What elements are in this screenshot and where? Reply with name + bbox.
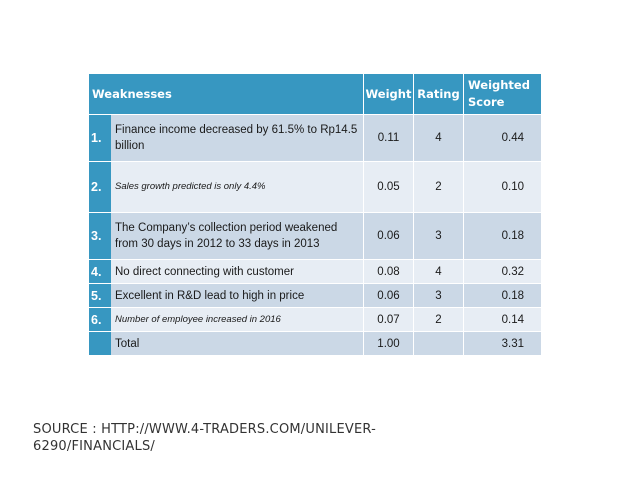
row-rating: 4 bbox=[414, 115, 464, 162]
table-row: 3. The Company’s collection period weake… bbox=[89, 213, 541, 260]
source-line-2: 6290/FINANCIALS/ bbox=[33, 439, 155, 454]
total-weight: 1.00 bbox=[364, 332, 414, 356]
row-description: Finance income decreased by 61.5% to Rp1… bbox=[111, 115, 364, 162]
row-rating: 3 bbox=[414, 284, 464, 308]
table-row: 2. Sales growth predicted is only 4.4% 0… bbox=[89, 162, 541, 213]
row-weighted-score: 0.18 bbox=[464, 284, 541, 308]
row-weight: 0.07 bbox=[364, 308, 414, 332]
total-label: Total bbox=[111, 332, 364, 356]
header-rating: Rating bbox=[414, 74, 464, 115]
header-score-line1: Weighted bbox=[468, 78, 530, 92]
row-description: Excellent in R&D lead to high in price bbox=[111, 284, 364, 308]
row-rating: 2 bbox=[414, 308, 464, 332]
row-number: 5. bbox=[89, 284, 111, 308]
table-row: 1. Finance income decreased by 61.5% to … bbox=[89, 115, 541, 162]
row-weight: 0.05 bbox=[364, 162, 414, 213]
table-header-row: Weaknesses Weight Rating Weighted Score bbox=[89, 74, 541, 115]
row-description: Sales growth predicted is only 4.4% bbox=[111, 162, 364, 213]
row-rating: 4 bbox=[414, 260, 464, 284]
source-citation: SOURCE : HTTP://WWW.4-TRADERS.COM/UNILEV… bbox=[33, 421, 376, 455]
row-number: 2. bbox=[89, 162, 111, 213]
total-rating bbox=[414, 332, 464, 356]
row-weight: 0.11 bbox=[364, 115, 414, 162]
row-description: Number of employee increased in 2016 bbox=[111, 308, 364, 332]
table-row: 6. Number of employee increased in 2016 … bbox=[89, 308, 541, 332]
row-weighted-score: 0.14 bbox=[464, 308, 541, 332]
row-description: No direct connecting with customer bbox=[111, 260, 364, 284]
row-weight: 0.08 bbox=[364, 260, 414, 284]
row-rating: 2 bbox=[414, 162, 464, 213]
total-row: Total 1.00 3.31 bbox=[89, 332, 541, 356]
row-number: 3. bbox=[89, 213, 111, 260]
source-line-1: SOURCE : HTTP://WWW.4-TRADERS.COM/UNILEV… bbox=[33, 422, 377, 437]
row-weight: 0.06 bbox=[364, 213, 414, 260]
table-row: 5. Excellent in R&D lead to high in pric… bbox=[89, 284, 541, 308]
total-weighted-score: 3.31 bbox=[464, 332, 541, 356]
row-number: 6. bbox=[89, 308, 111, 332]
header-weaknesses: Weaknesses bbox=[89, 74, 364, 115]
row-weight: 0.06 bbox=[364, 284, 414, 308]
total-row-marker bbox=[89, 332, 111, 356]
weaknesses-table: Weaknesses Weight Rating Weighted Score … bbox=[89, 74, 541, 356]
row-weighted-score: 0.10 bbox=[464, 162, 541, 213]
header-score-line2: Score bbox=[468, 95, 505, 109]
table-row: 4. No direct connecting with customer 0.… bbox=[89, 260, 541, 284]
row-weighted-score: 0.18 bbox=[464, 213, 541, 260]
row-weighted-score: 0.32 bbox=[464, 260, 541, 284]
row-weighted-score: 0.44 bbox=[464, 115, 541, 162]
row-number: 4. bbox=[89, 260, 111, 284]
row-rating: 3 bbox=[414, 213, 464, 260]
header-weight: Weight bbox=[364, 74, 414, 115]
row-number: 1. bbox=[89, 115, 111, 162]
header-weighted-score: Weighted Score bbox=[464, 74, 541, 115]
row-description: The Company’s collection period weakened… bbox=[111, 213, 364, 260]
